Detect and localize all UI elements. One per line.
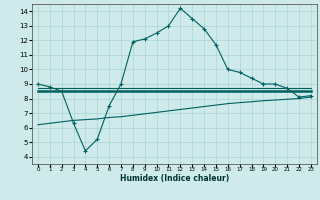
X-axis label: Humidex (Indice chaleur): Humidex (Indice chaleur)	[120, 174, 229, 183]
